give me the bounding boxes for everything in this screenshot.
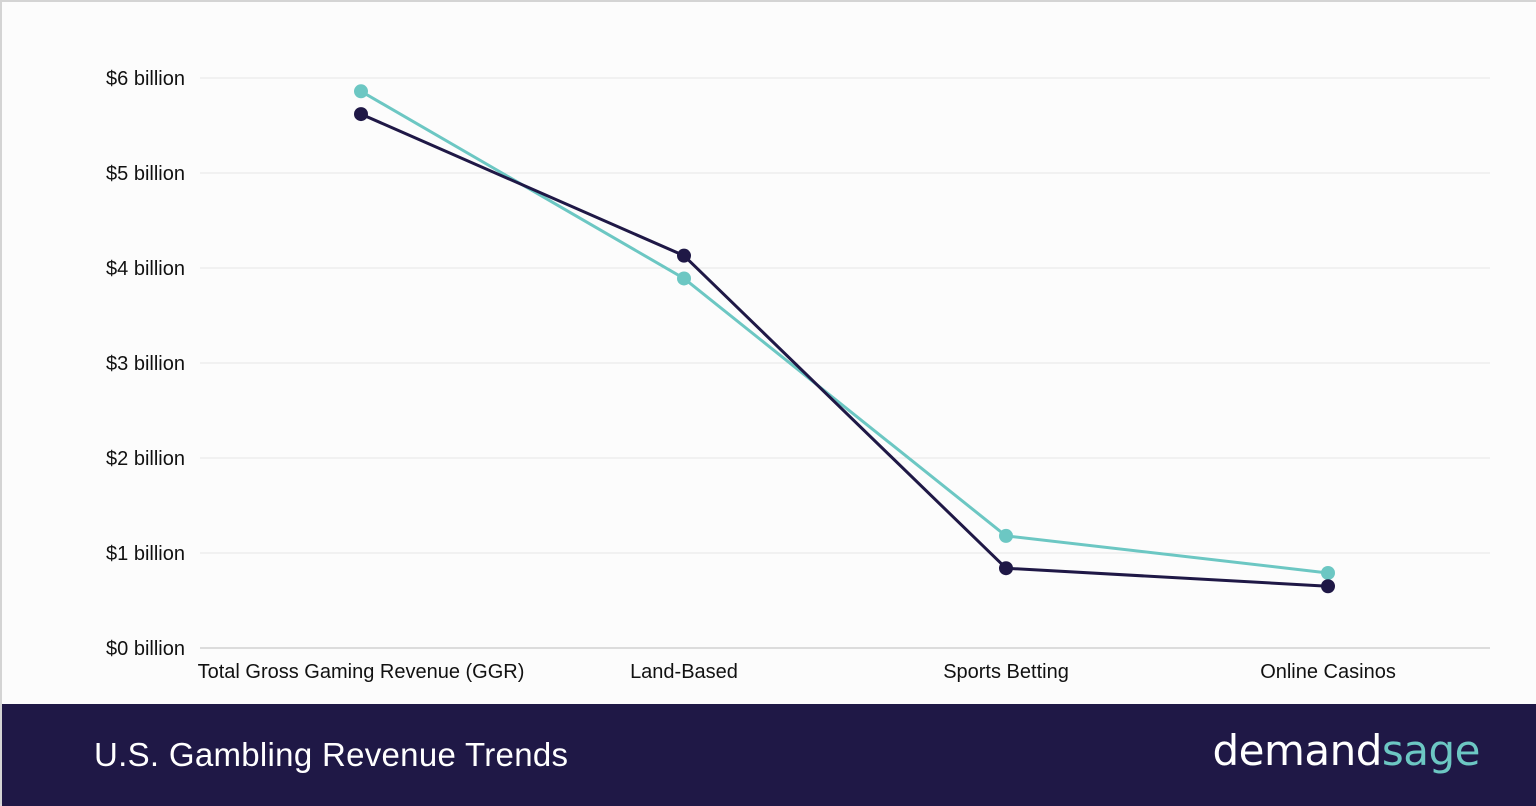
x-tick-label: Land-Based [630,661,738,683]
series-lines [354,84,1335,594]
y-axis-tick-labels: $0 billion $1 billion $2 billion $3 billion… [106,68,185,660]
data-point [677,271,691,286]
data-point [354,84,368,99]
data-point [354,107,368,122]
y-tick-label: $2 billion [106,448,185,470]
x-axis-tick-labels: Total Gross Gaming Revenue (GGR) Land-Bas… [198,661,1396,683]
series-line [360,112,1329,588]
x-tick-label: Sports Betting [943,661,1069,683]
series-line [360,90,1329,575]
x-tick-label: Total Gross Gaming Revenue (GGR) [198,661,525,683]
data-point [677,248,691,263]
y-tick-label: $0 billion [106,638,185,660]
y-tick-label: $5 billion [106,163,185,185]
chart-title: U.S. Gambling Revenue Trends [94,736,569,773]
y-tick-label: $1 billion [106,543,185,565]
data-point [1321,579,1335,594]
data-point [999,528,1013,543]
y-tick-label: $6 billion [106,68,185,90]
brand-logo: demandsage [1212,726,1480,775]
chart-area: $0 billion $1 billion $2 billion $3 billion… [2,2,1536,704]
line-chart: $0 billion $1 billion $2 billion $3 billion… [106,68,1490,683]
x-tick-label: Online Casinos [1260,661,1396,683]
brand-logo-part2: sage [1381,726,1481,775]
y-tick-label: $3 billion [106,353,185,375]
footer-bar: U.S. Gambling Revenue Trends demandsage [2,704,1536,806]
grid-lines [200,77,1490,649]
brand-logo-part1: demand [1212,726,1382,775]
y-tick-label: $4 billion [106,258,185,280]
data-point [1321,565,1335,580]
data-point [999,561,1013,576]
